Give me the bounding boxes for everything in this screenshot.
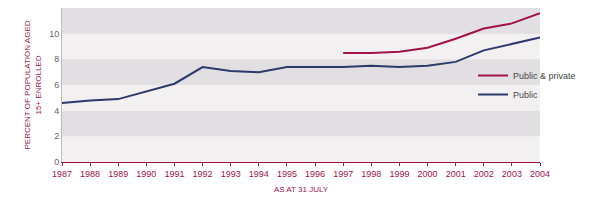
svg-text:1995: 1995: [277, 169, 297, 179]
svg-text:0: 0: [54, 157, 59, 167]
svg-text:1987: 1987: [52, 169, 72, 179]
svg-text:AS AT 31 JULY: AS AT 31 JULY: [274, 185, 329, 194]
svg-text:Public & private: Public & private: [513, 71, 576, 81]
svg-text:6: 6: [54, 80, 59, 90]
svg-text:1992: 1992: [193, 169, 213, 179]
svg-text:1993: 1993: [221, 169, 241, 179]
svg-text:1991: 1991: [164, 169, 184, 179]
svg-text:4: 4: [54, 106, 59, 116]
svg-text:2000: 2000: [418, 169, 438, 179]
svg-text:1999: 1999: [389, 169, 409, 179]
svg-text:PERCENT OF POPULATION AGED15+: PERCENT OF POPULATION AGED15+ ENROLLED: [23, 20, 42, 149]
svg-text:1990: 1990: [136, 169, 156, 179]
svg-text:1989: 1989: [108, 169, 128, 179]
svg-text:Public: Public: [513, 90, 538, 100]
svg-text:2001: 2001: [446, 169, 466, 179]
svg-text:1996: 1996: [305, 169, 325, 179]
svg-text:2002: 2002: [474, 169, 494, 179]
svg-text:1998: 1998: [361, 169, 381, 179]
svg-text:2003: 2003: [502, 169, 522, 179]
svg-text:1994: 1994: [249, 169, 269, 179]
svg-text:1997: 1997: [333, 169, 353, 179]
svg-text:1988: 1988: [80, 169, 100, 179]
svg-text:2: 2: [54, 131, 59, 141]
svg-text:10: 10: [49, 29, 59, 39]
svg-text:8: 8: [54, 54, 59, 64]
svg-text:2004: 2004: [530, 169, 550, 179]
